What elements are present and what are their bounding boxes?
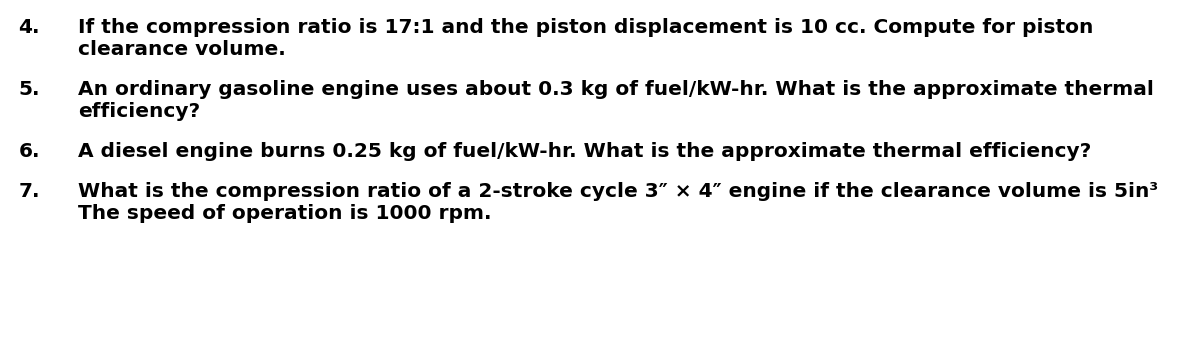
Text: 6.: 6. bbox=[18, 142, 40, 161]
Text: An ordinary gasoline engine uses about 0.3 kg of fuel/kW-hr. What is the approxi: An ordinary gasoline engine uses about 0… bbox=[78, 80, 1154, 99]
Text: If the compression ratio is 17:1 and the piston displacement is 10 cc. Compute f: If the compression ratio is 17:1 and the… bbox=[78, 18, 1093, 37]
Text: clearance volume.: clearance volume. bbox=[78, 40, 286, 59]
Text: 4.: 4. bbox=[18, 18, 40, 37]
Text: 7.: 7. bbox=[18, 182, 40, 201]
Text: A diesel engine burns 0.25 kg of fuel/kW-hr. What is the approximate thermal eff: A diesel engine burns 0.25 kg of fuel/kW… bbox=[78, 142, 1091, 161]
Text: The speed of operation is 1000 rpm.: The speed of operation is 1000 rpm. bbox=[78, 204, 492, 223]
Text: 5.: 5. bbox=[18, 80, 40, 99]
Text: efficiency?: efficiency? bbox=[78, 102, 200, 121]
Text: What is the compression ratio of a 2-stroke cycle 3″ × 4″ engine if the clearanc: What is the compression ratio of a 2-str… bbox=[78, 182, 1158, 201]
